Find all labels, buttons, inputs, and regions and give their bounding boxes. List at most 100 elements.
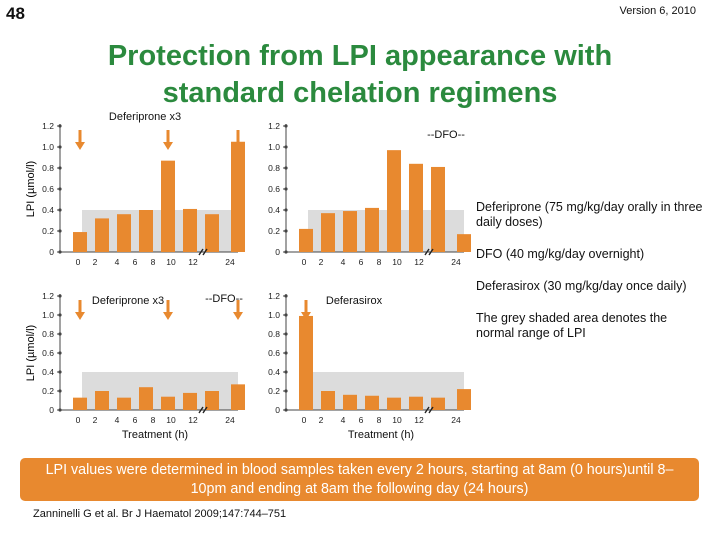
x-tick-label: 4 [341, 257, 346, 267]
legend-item-shaded-area: The grey shaded area denotes the normal … [476, 311, 668, 340]
y-tick-label: 0.6 [42, 348, 54, 358]
y-tick-label: 0.6 [268, 348, 280, 358]
y-tick-dot [58, 166, 62, 170]
y-tick-dot [284, 250, 288, 254]
x-tick-label: 6 [133, 415, 138, 425]
footer-note-text: LPI values were determined in blood samp… [45, 461, 674, 497]
axis-break-mark [202, 406, 208, 414]
x-tick-label: 10 [392, 257, 402, 267]
bar-12h [431, 166, 445, 252]
citation: Zanninelli G et al. Br J Haematol 2009;1… [33, 508, 287, 520]
dose-arrow-head [163, 312, 173, 320]
legend-item-deferiprone: Deferiprone (75 mg/kg/day orally in thre… [476, 200, 703, 229]
y-tick-dot [58, 250, 62, 254]
y-tick-label: 1.0 [42, 310, 54, 320]
axis-break-mark [428, 406, 434, 414]
dfo-label: --DFO-- [427, 129, 465, 141]
x-tick-label: 0 [76, 257, 81, 267]
y-tick-dot [284, 124, 288, 128]
x-tick-label: 6 [133, 257, 138, 267]
y-tick-label: 0.2 [268, 386, 280, 396]
bar-4h [117, 397, 131, 410]
y-tick-dot [284, 351, 288, 355]
y-tick-label: 0.8 [42, 163, 54, 173]
y-tick-label: 0.2 [42, 386, 54, 396]
footer-note: LPI values were determined in blood samp… [20, 458, 699, 501]
y-tick-dot [284, 313, 288, 317]
chart-panel-top-left: 00.20.40.60.81.01.20 2 4 6 8 10 12 24Deferipron… [25, 111, 245, 267]
x-tick-label: 24 [225, 415, 235, 425]
chart-panel-top-right: 00.20.40.60.81.01.20 2 4 6 8 10 12 24--DFO-- [268, 121, 471, 267]
axis-break-mark [428, 248, 434, 256]
y-tick-dot [284, 145, 288, 149]
y-tick-dot [58, 370, 62, 374]
y-axis-label: LPI (µmol/l) [25, 161, 37, 217]
x-tick-label: 0 [302, 415, 307, 425]
bar-4h [117, 214, 131, 252]
y-tick-dot [58, 124, 62, 128]
y-tick-label: 0.8 [42, 329, 54, 339]
y-tick-dot [284, 229, 288, 233]
bar-24h [231, 384, 245, 410]
axis-break-mark [424, 406, 430, 414]
x-tick-label: 2 [319, 257, 324, 267]
y-tick-dot [58, 294, 62, 298]
y-tick-label: 0 [49, 405, 54, 415]
y-tick-dot [58, 145, 62, 149]
x-tick-label: 4 [115, 415, 120, 425]
y-tick-label: 1.2 [268, 121, 280, 131]
y-tick-label: 0.4 [42, 205, 54, 215]
bar-8h [161, 160, 175, 252]
bar-4h [343, 211, 357, 252]
x-tick-label: 6 [359, 257, 364, 267]
x-tick-label: 10 [392, 415, 402, 425]
title-line-2: standard chelation regimens [162, 77, 558, 109]
bar-12h [205, 214, 219, 252]
y-tick-label: 1.2 [42, 291, 54, 301]
legend-item-deferasirox: Deferasirox (30 mg/kg/day once daily) [476, 279, 687, 293]
dose-arrow-head [233, 142, 243, 150]
title-line-1: Protection from LPI appearance with [107, 40, 613, 72]
y-tick-label: 0.4 [42, 367, 54, 377]
legend-item-dfo: DFO (40 mg/kg/day overnight) [476, 247, 645, 261]
y-tick-label: 0.8 [268, 163, 280, 173]
bar-12h [205, 391, 219, 410]
x-tick-label: 2 [319, 415, 324, 425]
x-tick-label: 8 [151, 415, 156, 425]
x-tick-label: 0 [76, 415, 81, 425]
bar-24h [231, 141, 245, 252]
dose-arrow-head [233, 312, 243, 320]
axis-break-mark [198, 406, 204, 414]
y-tick-dot [58, 229, 62, 233]
y-tick-dot [58, 389, 62, 393]
x-tick-label: 2 [93, 415, 98, 425]
axis-break-mark [202, 248, 208, 256]
y-tick-dot [284, 187, 288, 191]
y-tick-dot [58, 408, 62, 412]
bar-24h [457, 389, 471, 410]
y-tick-dot [284, 166, 288, 170]
y-tick-dot [58, 332, 62, 336]
bar-6h [139, 210, 153, 252]
bar-8h [387, 397, 401, 410]
y-tick-label: 1.2 [268, 291, 280, 301]
bar-0h [299, 228, 313, 252]
bar-10h [409, 396, 423, 410]
chart-title: Deferiprone x3 [92, 295, 164, 307]
x-tick-label: 2 [93, 257, 98, 267]
bar-8h [161, 396, 175, 410]
y-tick-dot [284, 294, 288, 298]
bar-6h [365, 395, 379, 410]
y-tick-dot [58, 208, 62, 212]
x-tick-label: 12 [414, 257, 424, 267]
y-tick-label: 0.4 [268, 205, 280, 215]
bar-0h [73, 397, 87, 410]
y-tick-label: 0.8 [268, 329, 280, 339]
y-axis-label: LPI (µmol/l) [25, 325, 37, 381]
dfo-label: --DFO-- [205, 293, 243, 305]
y-tick-label: 0.2 [268, 226, 280, 236]
y-tick-label: 0.4 [268, 367, 280, 377]
y-tick-label: 0 [275, 405, 280, 415]
dose-arrow-head [301, 312, 311, 320]
bar-10h [183, 392, 197, 410]
